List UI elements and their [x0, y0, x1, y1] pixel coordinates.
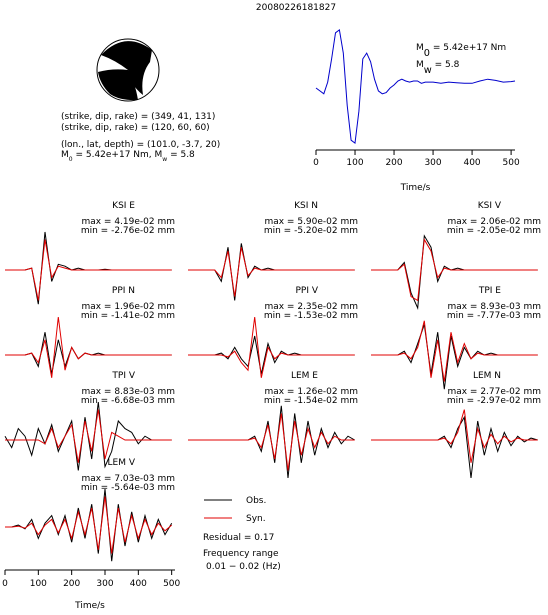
text-span: = 5.42e+17 Nm [430, 43, 506, 53]
waveform [371, 238, 538, 302]
waveform [371, 409, 538, 463]
mechanism-line: (strike, dip, rake) = (349, 41, 131) [61, 112, 215, 122]
waveform [371, 234, 538, 310]
x-tick-label: 300 [96, 579, 113, 589]
rich-text: M0 = 5.42e+17 Nm, Mw = 5.8 [61, 150, 195, 163]
panel-title: KSI E [112, 201, 135, 211]
page-title: 20080226181827 [256, 3, 336, 13]
x-tick-label: 200 [385, 158, 402, 168]
text-span: = 5.8 [167, 150, 195, 160]
min-label: min = -5.64e-03 mm [81, 483, 175, 493]
waveform [315, 29, 516, 145]
x-tick-label: 0 [313, 158, 319, 168]
waveform [5, 488, 173, 562]
subscript: 0 [424, 48, 430, 59]
x-tick-label: 400 [130, 579, 147, 589]
max-label: max = 1.96e-02 mm [81, 302, 175, 312]
subscript: w [424, 65, 432, 76]
max-label: max = 1.26e-02 mm [264, 387, 358, 397]
text-span: M [61, 150, 69, 160]
panel-title: LEM V [108, 458, 136, 468]
panel-title: PPI N [112, 286, 135, 296]
legend-label: Syn. [246, 514, 266, 524]
min-label: min = -1.41e-02 mm [81, 311, 175, 321]
min-label: min = -2.05e-02 mm [447, 226, 541, 236]
waveform [188, 413, 355, 471]
max-label: max = 5.90e-02 mm [264, 217, 358, 227]
waveform [5, 316, 172, 378]
panel-title: TPI V [111, 371, 135, 381]
x-tick-label: 300 [424, 158, 441, 168]
mechanism-line: (strike, dip, rake) = (120, 60, 60) [61, 123, 210, 133]
waveform [188, 243, 355, 301]
subscript: w [162, 156, 167, 163]
text-span: M [416, 60, 424, 70]
min-label: min = -2.76e-02 mm [81, 226, 175, 236]
residual: Residual = 0.17 [203, 533, 274, 543]
waveform [371, 415, 538, 479]
min-label: min = -7.77e-03 mm [447, 311, 541, 321]
x-tick-label: 100 [346, 158, 363, 168]
min-label: min = -1.53e-02 mm [264, 311, 358, 321]
frequency-range: Frequency range [203, 549, 279, 559]
panel-title: LEM N [473, 371, 501, 381]
text-span: M [416, 43, 424, 53]
x-tick-label: 100 [30, 579, 47, 589]
x-tick-label: 200 [63, 579, 80, 589]
min-label: min = -6.68e-03 mm [81, 396, 175, 406]
max-label: max = 2.35e-02 mm [264, 302, 358, 312]
x-tick-label: 400 [463, 158, 480, 168]
max-label: max = 8.93e-03 mm [447, 302, 541, 312]
waveform [5, 239, 172, 301]
legend-label: Obs. [246, 496, 266, 506]
waveform [371, 324, 538, 390]
max-label: max = 8.83e-03 mm [81, 387, 175, 397]
max-label: max = 2.77e-02 mm [447, 387, 541, 397]
x-tick-label: 500 [503, 158, 520, 168]
x-tick-label: 500 [163, 579, 180, 589]
beach-ball [96, 38, 160, 102]
text-span: = 5.8 [432, 60, 460, 70]
frequency-range: 0.01 − 0.02 (Hz) [206, 562, 281, 572]
waveform [188, 316, 355, 378]
subscript: 0 [69, 156, 73, 163]
panel-title: TPI E [478, 286, 501, 296]
min-label: min = -5.20e-02 mm [264, 226, 358, 236]
waveform [5, 496, 173, 554]
x-axis-label: Time/s [74, 601, 105, 611]
text-span: = 5.42e+17 Nm, M [73, 150, 163, 160]
x-axis-label: Time/s [400, 183, 431, 193]
panel-title: KSI V [478, 201, 502, 211]
panel-title: LEM E [291, 371, 318, 381]
max-label: max = 7.03e-03 mm [81, 474, 175, 484]
waveform [371, 320, 538, 382]
rich-text: Mw = 5.8 [416, 60, 460, 76]
x-tick-label: 0 [2, 579, 8, 589]
max-label: max = 4.19e-02 mm [81, 217, 175, 227]
waveform [188, 247, 355, 297]
max-label: max = 2.06e-02 mm [447, 217, 541, 227]
panel-title: KSI N [294, 201, 318, 211]
rich-text: M0 = 5.42e+17 Nm [416, 43, 506, 59]
min-label: min = -2.97e-02 mm [447, 396, 541, 406]
panel-title: PPI V [295, 286, 318, 296]
mechanism-line: (lon., lat, depth) = (101.0, -3.7, 20) [61, 140, 220, 150]
min-label: min = -1.54e-02 mm [264, 396, 358, 406]
waveform [5, 409, 172, 463]
